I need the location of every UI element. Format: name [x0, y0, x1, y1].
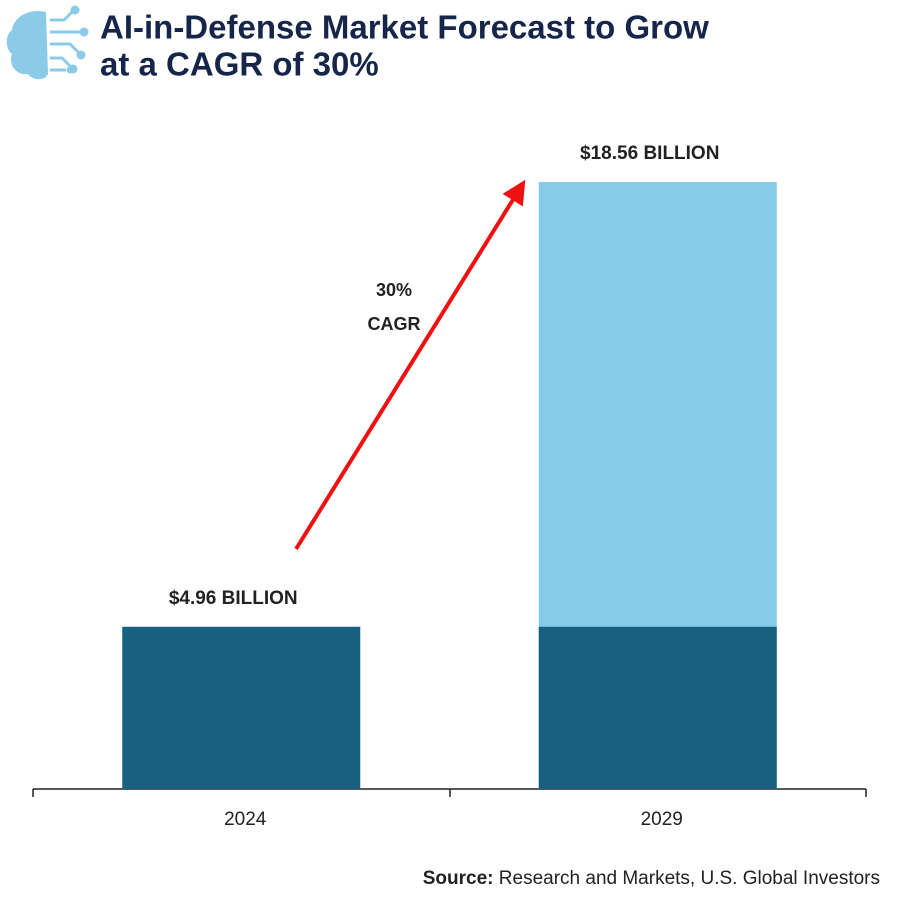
chart-title: AI-in-Defense Market Forecast to Grow [100, 9, 709, 46]
value-label: $4.96 BILLION [169, 588, 298, 609]
chart-title: at a CAGR of 30% [100, 46, 379, 83]
x-tick-label: 2029 [641, 809, 683, 830]
source-text: Research and Markets, U.S. Global Invest… [499, 868, 880, 889]
annotation: CAGR [368, 314, 421, 334]
bar-base [538, 626, 777, 789]
cagr-arrow [294, 179, 526, 551]
annotation: 30% [376, 280, 412, 300]
value-label: $18.56 BILLION [580, 143, 719, 164]
brain-icon [6, 5, 89, 80]
source-label: Source: [423, 868, 494, 889]
bar [122, 626, 361, 789]
x-tick-label: 2024 [224, 809, 267, 830]
source: Source: Research and Markets, U.S. Globa… [423, 868, 880, 889]
